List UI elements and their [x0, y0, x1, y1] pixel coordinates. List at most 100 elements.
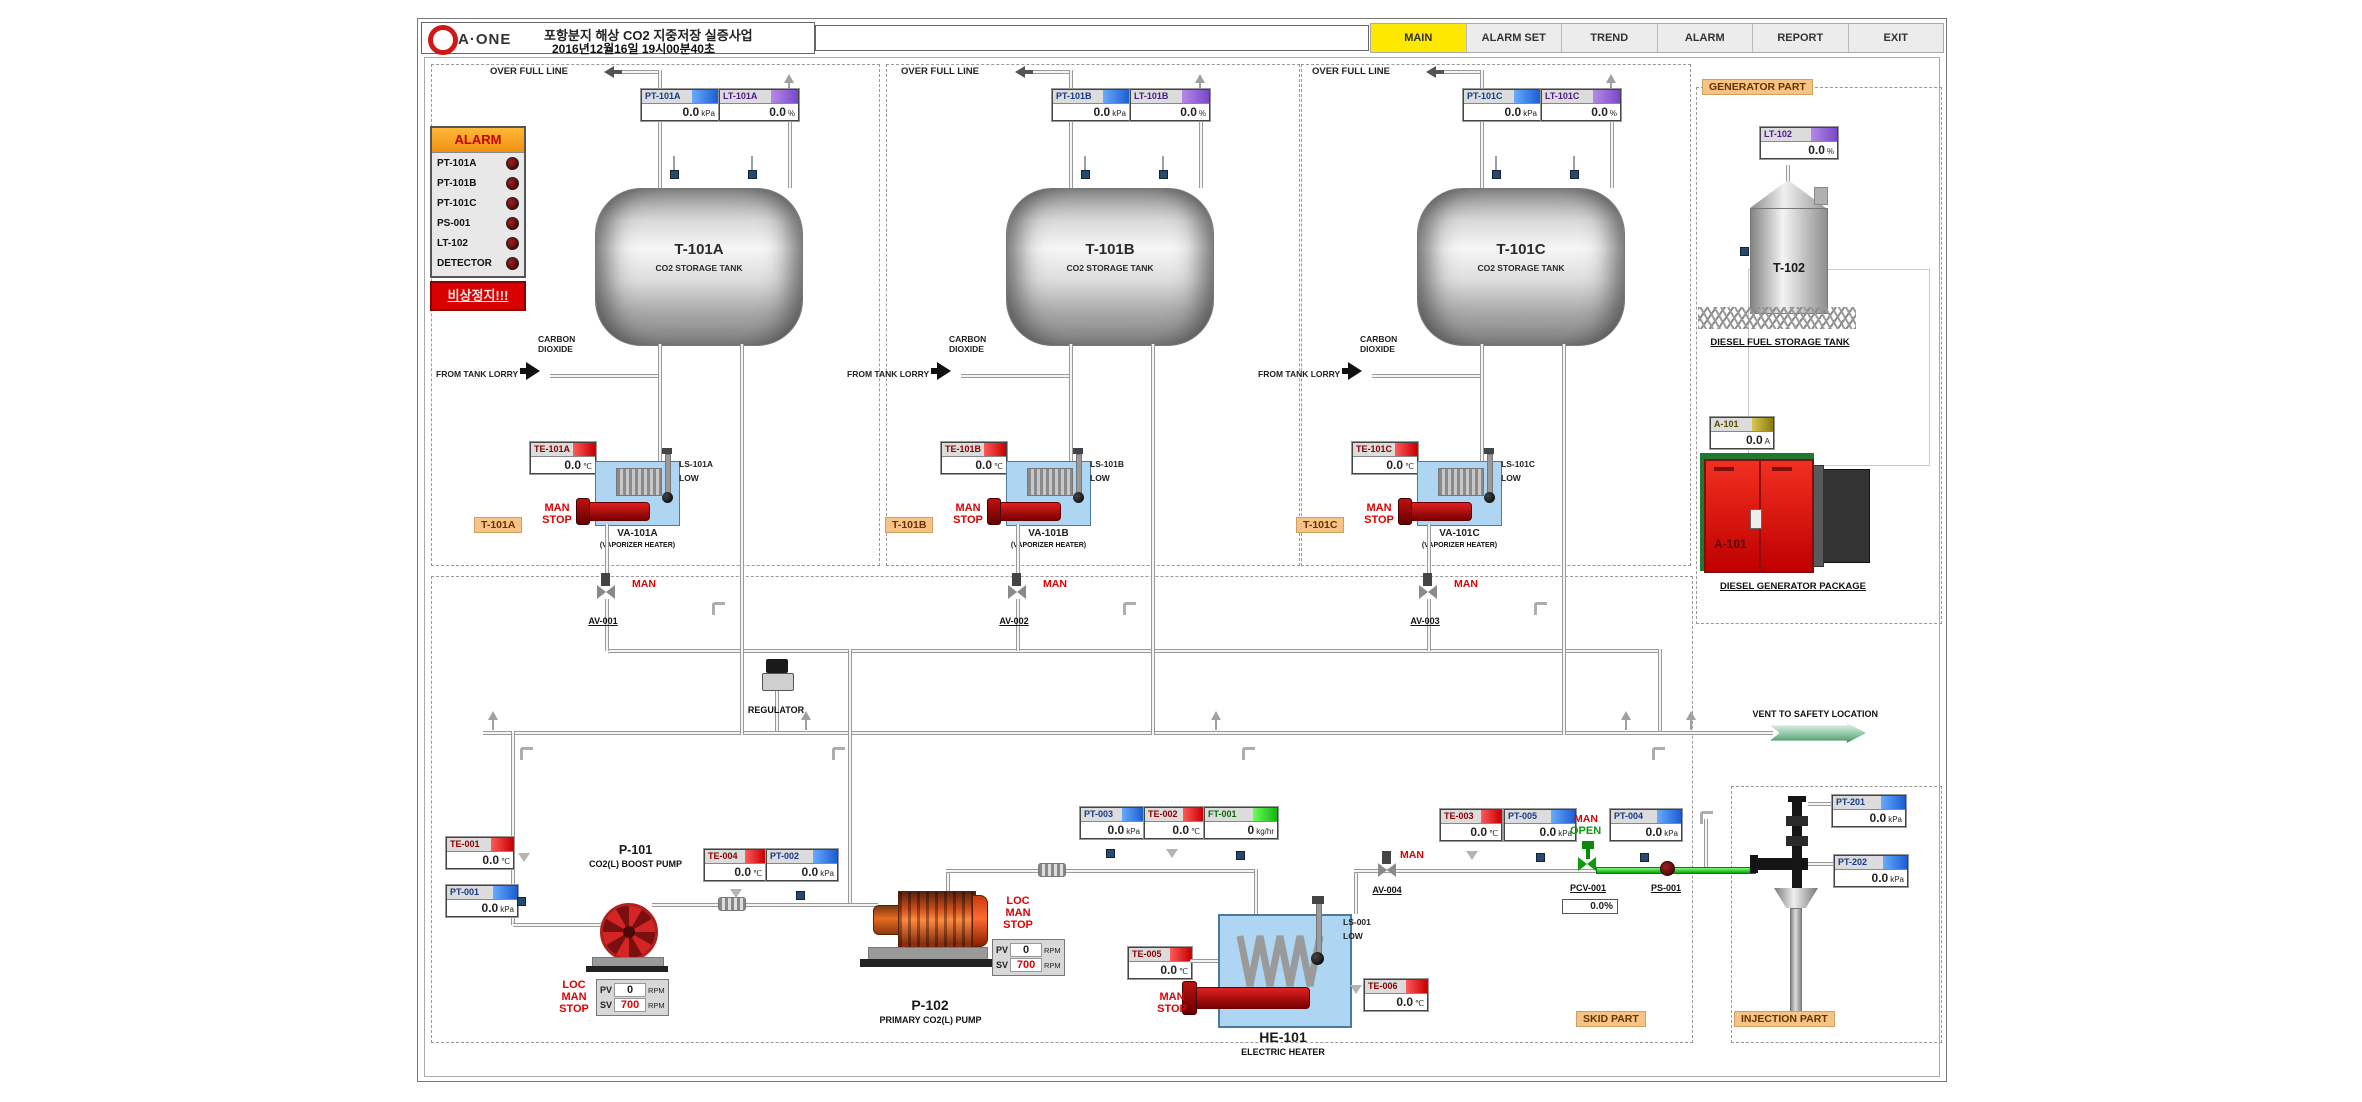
alarm-tag: PT-101C	[437, 197, 477, 209]
pt-003-indicator[interactable]: PT-003 0.0 kPa	[1079, 806, 1145, 840]
te-101a-indicator[interactable]: TE-101A 0.0 ℃	[529, 441, 597, 475]
alarm-led-icon	[506, 236, 519, 250]
alarm-led-icon	[506, 156, 519, 170]
wellhead-valve-icon[interactable]	[1786, 836, 1808, 846]
te-004-indicator[interactable]: TE-004 0.0 ℃	[703, 848, 767, 882]
pipe	[511, 731, 515, 925]
av-valve-icon[interactable]	[1008, 585, 1026, 599]
pipe	[658, 70, 662, 188]
pt-201-indicator[interactable]: PT-201 0.0 kPa	[1831, 794, 1907, 828]
pt-001-indicator[interactable]: PT-001 0.0 kPa	[445, 884, 519, 918]
exit-button[interactable]: EXIT	[1883, 32, 1908, 44]
lt-102-indicator[interactable]: LT-102 0.0%	[1759, 126, 1839, 160]
te-101c-indicator[interactable]: TE-101C 0.0 ℃	[1351, 441, 1419, 475]
page-title: 포항분지 해상 CO2 지중저장 실증사업	[544, 28, 753, 43]
primary-pump-motor[interactable]	[898, 891, 976, 951]
over-full-line-label: OVER FULL LINE	[1312, 66, 1390, 77]
section-tag-label: T-101C	[1296, 517, 1345, 533]
pt-101a-indicator[interactable]: PT-101A 0.0 kPa	[640, 88, 720, 122]
storage-tank[interactable]: T-101C CO2 STORAGE TANK	[1417, 188, 1625, 346]
tag-label: LT-102	[1764, 129, 1792, 139]
sensor-nozzle-icon	[730, 889, 742, 898]
ps-001-switch-icon[interactable]	[1660, 861, 1675, 876]
wellhead-cross-icon	[1756, 858, 1808, 870]
storage-tank[interactable]: T-101A CO2 STORAGE TANK	[595, 188, 803, 346]
report-button[interactable]: REPORT	[1753, 24, 1849, 52]
p101-name: P-101	[618, 843, 653, 857]
electric-heater[interactable]	[1218, 896, 1352, 1028]
alarm-tag: PT-101A	[437, 157, 477, 169]
alarm-message-box	[815, 25, 1369, 51]
lt-101b-indicator[interactable]: LT-101B 0.0%	[1129, 88, 1211, 122]
valve-actuator-icon	[1423, 573, 1432, 586]
ft-001-indicator[interactable]: FT-001 0 kg/hr	[1203, 806, 1279, 840]
diesel-generator-package[interactable]: A-101	[1704, 459, 1814, 573]
tag-label: TE-101C	[1356, 444, 1393, 454]
tag-label: PT-001	[450, 887, 480, 897]
regulator-icon[interactable]	[766, 659, 788, 673]
pt-202-indicator[interactable]: PT-202 0.0 kPa	[1833, 854, 1909, 888]
fuel-tank-desc: DIESEL FUEL STORAGE TANK	[1710, 337, 1850, 348]
carbon-dioxide-label: CARBON DIOXIDE	[1360, 334, 1398, 354]
diesel-fuel-tank[interactable]: T-102	[1750, 208, 1828, 314]
tank-c-section-border	[1301, 64, 1691, 566]
alarm-set-button[interactable]: ALARM SET	[1467, 24, 1562, 52]
pt-101b-indicator[interactable]: PT-101B 0.0 kPa	[1051, 88, 1131, 122]
pt-005-indicator[interactable]: PT-005 0.0 kPa	[1503, 808, 1577, 842]
av-valve-mode-status: MAN	[1043, 578, 1067, 590]
regulator-body-icon[interactable]	[762, 673, 794, 691]
main-button[interactable]: MAIN	[1371, 24, 1467, 52]
pipe	[605, 599, 609, 651]
vent-safety-label: VENT TO SAFETY LOCATION	[1752, 709, 1878, 719]
pcv-output-readout[interactable]: 0.0%	[1562, 899, 1618, 914]
he101-man-stop-status: MAN STOP	[1157, 991, 1187, 1015]
boost-pump[interactable]	[600, 903, 658, 961]
te-006-indicator[interactable]: TE-006 0.0 ℃	[1363, 978, 1429, 1012]
sensor-icon	[1236, 851, 1245, 860]
pipe	[1562, 344, 1566, 735]
pipe	[1199, 94, 1203, 188]
sensor-icon	[796, 891, 805, 900]
trend-chip-icon	[1121, 808, 1143, 821]
tank-desc: CO2 STORAGE TANK	[655, 263, 743, 273]
emergency-stop-button[interactable]: 비상정지!!!	[430, 281, 526, 311]
ground-hatch-icon	[1698, 307, 1856, 329]
lt-101c-indicator[interactable]: LT-101C 0.0%	[1540, 88, 1622, 122]
pipe	[483, 731, 1773, 735]
pt-101c-indicator[interactable]: PT-101C 0.0 kPa	[1462, 88, 1542, 122]
av-valve-icon[interactable]	[597, 585, 615, 599]
from-tank-lorry-label: FROM TANK LORRY	[1258, 369, 1341, 379]
av-valve-icon[interactable]	[1419, 585, 1437, 599]
from-tank-lorry-label: FROM TANK LORRY	[847, 369, 930, 379]
te-101b-indicator[interactable]: TE-101B 0.0 ℃	[940, 441, 1008, 475]
alarm-row: PT-101A	[432, 153, 524, 173]
te-003-indicator[interactable]: TE-003 0.0 ℃	[1439, 808, 1503, 842]
pipe	[1354, 869, 1358, 914]
pcv-valve-icon[interactable]	[1578, 857, 1596, 871]
av-valve-mode-status: MAN	[632, 578, 656, 590]
av-004-valve-icon[interactable]	[1378, 863, 1396, 877]
injection-section-label: INJECTION PART	[1734, 1011, 1835, 1027]
pt-004-indicator[interactable]: PT-004 0.0 kPa	[1609, 808, 1683, 842]
pipe	[1480, 70, 1484, 188]
te-001-indicator[interactable]: TE-001 0.0 ℃	[445, 836, 515, 870]
pipe-elbow-icon	[1652, 747, 1665, 760]
pt-002-indicator[interactable]: PT-002 0.0 kPa	[765, 848, 839, 882]
sensor-icon	[517, 897, 526, 906]
storage-tank[interactable]: T-101B CO2 STORAGE TANK	[1006, 188, 1214, 346]
lt-101a-indicator[interactable]: LT-101A 0.0%	[718, 88, 800, 122]
heater-element-icon	[584, 502, 650, 521]
tag-label: FT-001	[1208, 809, 1237, 819]
trend-button[interactable]: TREND	[1562, 24, 1658, 52]
p102-speed-readout[interactable]: PV 0 RPM SV 700 RPM	[992, 939, 1065, 976]
alarm-button[interactable]: ALARM	[1658, 24, 1753, 52]
wellhead-valve-icon[interactable]	[1786, 816, 1808, 826]
p101-speed-readout[interactable]: PV 0 RPM SV 700 RPM	[596, 979, 669, 1016]
ls-tag-label: LS-101C	[1501, 459, 1536, 469]
te-005-indicator[interactable]: TE-005 0.0 ℃	[1127, 946, 1193, 980]
pipe	[1427, 599, 1431, 651]
a-101-amp-indicator[interactable]: A-101 0.0 A	[1709, 416, 1775, 450]
level-switch-head-icon	[1312, 896, 1324, 904]
alarm-led-icon	[506, 216, 519, 230]
te-002-indicator[interactable]: TE-002 0.0 ℃	[1143, 806, 1205, 840]
